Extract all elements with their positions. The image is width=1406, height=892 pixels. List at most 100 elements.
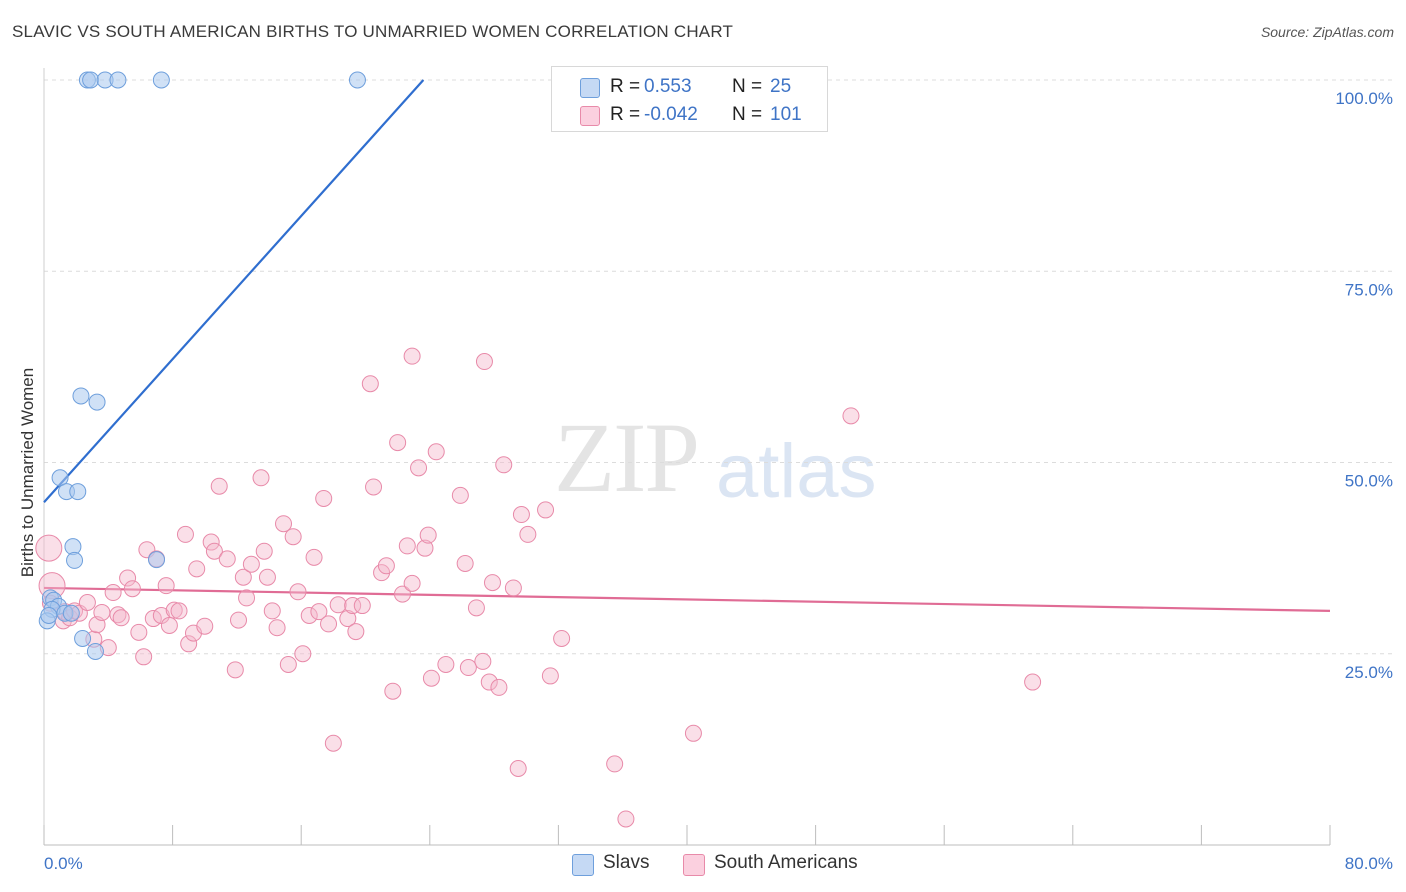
south-americans-point — [537, 501, 555, 519]
south-americans-point — [205, 542, 223, 560]
south-americans-point — [451, 486, 469, 504]
south-americans-point — [422, 669, 440, 687]
south-americans-point — [474, 652, 492, 670]
slavs-point — [40, 607, 58, 624]
south-americans-point — [398, 537, 416, 555]
slavs-point — [74, 629, 92, 647]
slavs-point — [88, 393, 106, 411]
south-americans-point — [320, 615, 338, 633]
south-americans-point — [268, 619, 286, 637]
slavs-point — [148, 551, 166, 569]
slavs-point — [62, 604, 80, 622]
south-americans-point — [284, 528, 302, 546]
slavs-swatch — [580, 78, 600, 98]
south-americans-point — [255, 542, 273, 560]
slavs-points — [38, 71, 575, 660]
south-americans-point — [483, 574, 501, 592]
source-label: Source: ZipAtlas.com — [1260, 24, 1394, 40]
slavs-point — [86, 642, 104, 660]
south-americans-label: South Americans — [714, 852, 858, 873]
south-americans-point — [393, 585, 411, 603]
south-americans-point — [410, 459, 428, 477]
axes — [43, 68, 1331, 846]
south-americans-point — [344, 597, 362, 615]
slavs-point — [66, 551, 84, 569]
south-americans-point — [234, 568, 252, 586]
south-americans-point — [289, 583, 307, 601]
south-americans-point — [684, 724, 702, 742]
south-americans-point — [300, 607, 318, 624]
south-americans-trend-line — [43, 586, 1331, 613]
slavs-label: Slavs — [603, 852, 650, 873]
slavs-point — [51, 469, 69, 487]
south-americans-point — [130, 623, 148, 641]
legend-n-label: N = — [732, 104, 763, 125]
slavs-swatch — [572, 854, 594, 876]
x-tick-label-max: 80.0% — [1345, 854, 1393, 873]
south-americans-point — [329, 596, 347, 614]
south-americans-point — [305, 548, 323, 566]
south-americans-point — [389, 434, 407, 452]
y-axis-label: Births to Unmarried Women — [18, 368, 37, 577]
legend-r-value: 0.553 — [644, 76, 692, 97]
x-tick-label-min: 0.0% — [44, 854, 83, 873]
south-americans-point — [196, 617, 214, 635]
south-americans-point — [403, 574, 421, 592]
south-americans-point — [180, 635, 198, 653]
south-americans-point — [294, 645, 312, 663]
south-americans-point — [427, 443, 445, 461]
legend-r-label: R = — [610, 104, 641, 125]
south-americans-swatch — [683, 854, 705, 876]
south-americans-point — [176, 525, 194, 543]
legend-row-south-americans: R = -0.042 N = 101 — [552, 100, 827, 130]
south-americans-point — [459, 659, 477, 677]
legend-n-label: N = — [732, 76, 763, 97]
correlation-legend: R = 0.553 N = 25 R = -0.042 N = 101 — [551, 66, 828, 132]
south-americans-point — [437, 655, 455, 673]
south-americans-point — [35, 534, 63, 562]
south-americans-point — [252, 469, 270, 487]
south-americans-point — [242, 555, 260, 573]
south-americans-point — [541, 667, 559, 685]
south-americans-point — [475, 353, 493, 371]
south-americans-point — [365, 478, 383, 496]
south-americans-point — [78, 593, 96, 611]
south-americans-point — [456, 554, 474, 572]
south-americans-point — [324, 734, 342, 752]
south-americans-point — [123, 580, 141, 598]
south-americans-point — [258, 568, 276, 586]
south-americans-points — [35, 347, 1042, 828]
south-americans-point — [165, 601, 183, 619]
south-americans-point — [226, 661, 244, 679]
south-americans-point — [347, 623, 365, 641]
south-americans-point — [467, 599, 485, 617]
watermark-atlas: atlas — [716, 429, 877, 514]
south-americans-point — [384, 682, 402, 700]
south-americans-point — [490, 678, 508, 696]
south-americans-point — [263, 602, 281, 620]
south-americans-point — [202, 533, 220, 551]
legend-r-label: R = — [610, 76, 641, 97]
y-tick-label: 75.0% — [1345, 280, 1393, 299]
y-tick-label: 50.0% — [1345, 472, 1393, 491]
south-americans-point — [519, 525, 537, 543]
south-americans-point — [403, 347, 421, 365]
south-americans-point — [310, 603, 328, 621]
south-americans-point — [353, 597, 371, 615]
south-americans-point — [504, 579, 522, 597]
south-americans-point — [119, 569, 137, 587]
south-americans-point — [170, 602, 188, 620]
south-americans-swatch — [580, 106, 600, 126]
legend-row-slavs: R = 0.553 N = 25 — [552, 72, 827, 102]
south-americans-point — [416, 539, 434, 557]
y-tick-label: 100.0% — [1335, 89, 1393, 108]
legend-n-value: 101 — [770, 104, 802, 125]
south-americans-point — [509, 760, 527, 777]
south-americans-point — [109, 606, 127, 624]
legend-n-value: 25 — [770, 76, 792, 97]
south-americans-point — [218, 550, 236, 568]
trend-lines — [43, 79, 1331, 613]
south-americans-point — [238, 589, 256, 607]
y-tick-label: 25.0% — [1345, 663, 1393, 682]
